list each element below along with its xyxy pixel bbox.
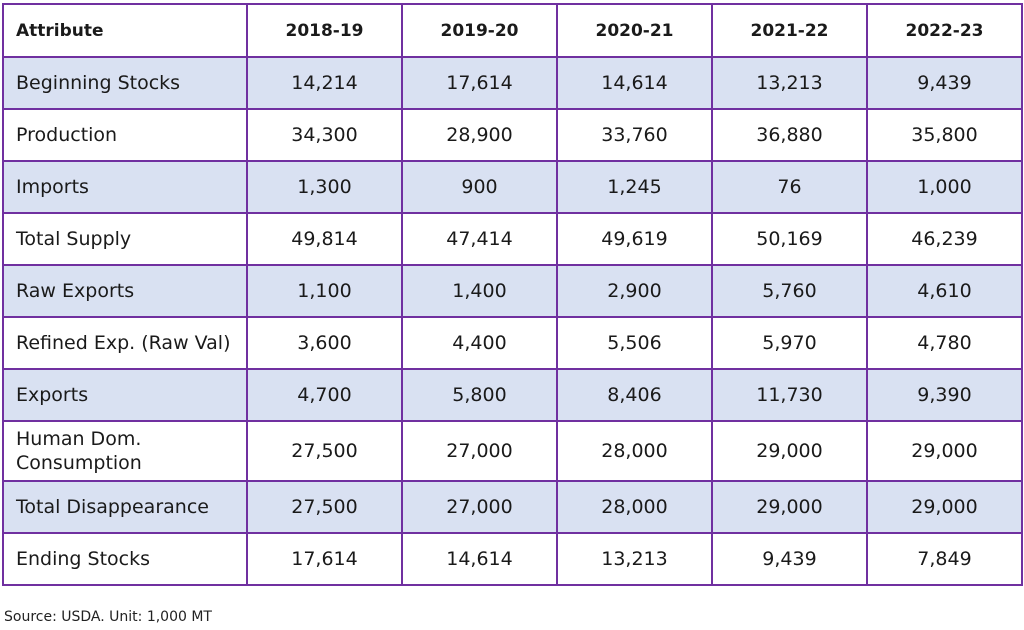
column-header-2018-19: 2018-19	[246, 3, 403, 58]
table-cell: 5,760	[711, 264, 868, 318]
row-label: Imports	[2, 160, 248, 214]
table-cell: 13,213	[711, 56, 868, 110]
column-header-attribute: Attribute	[2, 3, 248, 58]
table-cell: 4,610	[866, 264, 1023, 318]
header-row: Attribute 2018-19 2019-20 2020-21 2021-2…	[2, 3, 1023, 58]
table-cell: 900	[401, 160, 558, 214]
table-cell: 5,800	[401, 368, 558, 422]
table-cell: 49,619	[556, 212, 713, 266]
table-cell: 9,439	[866, 56, 1023, 110]
table-cell: 5,970	[711, 316, 868, 370]
table-row: Production 34,300 28,900 33,760 36,880 3…	[2, 108, 1023, 162]
row-label: Exports	[2, 368, 248, 422]
row-label: Beginning Stocks	[2, 56, 248, 110]
table-cell: 35,800	[866, 108, 1023, 162]
table-cell: 3,600	[246, 316, 403, 370]
table-cell: 14,614	[401, 532, 558, 586]
table-cell: 47,414	[401, 212, 558, 266]
table-cell: 1,400	[401, 264, 558, 318]
table-cell: 76	[711, 160, 868, 214]
table-cell: 49,814	[246, 212, 403, 266]
table-row: Total Disappearance 27,500 27,000 28,000…	[2, 480, 1023, 534]
table-cell: 1,000	[866, 160, 1023, 214]
table-cell: 27,500	[246, 480, 403, 534]
table-cell: 1,245	[556, 160, 713, 214]
table-cell: 27,000	[401, 480, 558, 534]
table-cell: 36,880	[711, 108, 868, 162]
row-label: Human Dom. Consumption	[2, 420, 248, 482]
table-cell: 14,614	[556, 56, 713, 110]
table-cell: 8,406	[556, 368, 713, 422]
table-cell: 4,780	[866, 316, 1023, 370]
table-cell: 1,300	[246, 160, 403, 214]
table-cell: 9,439	[711, 532, 868, 586]
table-cell: 28,900	[401, 108, 558, 162]
table-row: Beginning Stocks 14,214 17,614 14,614 13…	[2, 56, 1023, 110]
table-cell: 13,213	[556, 532, 713, 586]
table-cell: 46,239	[866, 212, 1023, 266]
table-cell: 5,506	[556, 316, 713, 370]
table-cell: 34,300	[246, 108, 403, 162]
table-row: Human Dom. Consumption 27,500 27,000 28,…	[2, 420, 1023, 482]
table-row: Raw Exports 1,100 1,400 2,900 5,760 4,61…	[2, 264, 1023, 318]
table-cell: 28,000	[556, 480, 713, 534]
row-label: Total Supply	[2, 212, 248, 266]
table-cell: 29,000	[866, 420, 1023, 482]
column-header-2021-22: 2021-22	[711, 3, 868, 58]
table-cell: 4,400	[401, 316, 558, 370]
table-cell: 11,730	[711, 368, 868, 422]
row-label: Production	[2, 108, 248, 162]
table-cell: 7,849	[866, 532, 1023, 586]
column-header-2022-23: 2022-23	[866, 3, 1023, 58]
row-label: Refined Exp. (Raw Val)	[2, 316, 248, 370]
row-label: Total Disappearance	[2, 480, 248, 534]
column-header-2020-21: 2020-21	[556, 3, 713, 58]
table-cell: 9,390	[866, 368, 1023, 422]
table-cell: 29,000	[866, 480, 1023, 534]
table-row: Exports 4,700 5,800 8,406 11,730 9,390	[2, 368, 1023, 422]
table-row: Refined Exp. (Raw Val) 3,600 4,400 5,506…	[2, 316, 1023, 370]
table-cell: 27,000	[401, 420, 558, 482]
table-cell: 2,900	[556, 264, 713, 318]
table-cell: 29,000	[711, 420, 868, 482]
column-header-2019-20: 2019-20	[401, 3, 558, 58]
table-cell: 4,700	[246, 368, 403, 422]
table-cell: 28,000	[556, 420, 713, 482]
table-cell: 33,760	[556, 108, 713, 162]
source-note: Source: USDA. Unit: 1,000 MT	[4, 609, 212, 625]
table-cell: 14,214	[246, 56, 403, 110]
table-row: Ending Stocks 17,614 14,614 13,213 9,439…	[2, 532, 1023, 586]
table-cell: 17,614	[401, 56, 558, 110]
table-cell: 27,500	[246, 420, 403, 482]
supply-demand-table: Attribute 2018-19 2019-20 2020-21 2021-2…	[2, 3, 1023, 586]
table-row: Imports 1,300 900 1,245 76 1,000	[2, 160, 1023, 214]
row-label: Ending Stocks	[2, 532, 248, 586]
table-cell: 17,614	[246, 532, 403, 586]
table-cell: 1,100	[246, 264, 403, 318]
table-cell: 29,000	[711, 480, 868, 534]
table-cell: 50,169	[711, 212, 868, 266]
table-row: Total Supply 49,814 47,414 49,619 50,169…	[2, 212, 1023, 266]
row-label: Raw Exports	[2, 264, 248, 318]
